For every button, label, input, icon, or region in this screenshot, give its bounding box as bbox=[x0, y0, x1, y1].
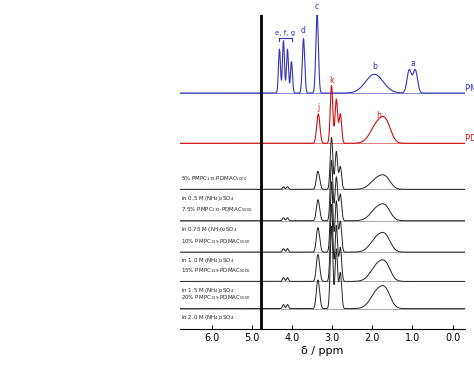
Text: 15% PMPC$_{139}$·PDMAC$_{5000}$: 15% PMPC$_{139}$·PDMAC$_{5000}$ bbox=[181, 266, 251, 275]
Text: 7.5% PMPC$_{139}$·PDMAC$_{5000}$: 7.5% PMPC$_{139}$·PDMAC$_{5000}$ bbox=[181, 205, 253, 215]
Text: 10% PMPC$_{139}$·PDMAC$_{5000}$: 10% PMPC$_{139}$·PDMAC$_{5000}$ bbox=[181, 237, 251, 246]
Text: in 0.5 M (NH$_4$)$_2$SO$_4$: in 0.5 M (NH$_4$)$_2$SO$_4$ bbox=[181, 193, 235, 203]
Text: in 1.5 M (NH$_4$)$_2$SO$_4$: in 1.5 M (NH$_4$)$_2$SO$_4$ bbox=[181, 285, 235, 295]
Text: 5% PMPC$_{139}$·PDMAC$_{5000}$: 5% PMPC$_{139}$·PDMAC$_{5000}$ bbox=[181, 174, 247, 183]
Text: in 1.0 M (NH$_4$)$_2$SO$_4$: in 1.0 M (NH$_4$)$_2$SO$_4$ bbox=[181, 256, 235, 265]
Text: a: a bbox=[410, 59, 415, 68]
Text: e, f, g: e, f, g bbox=[275, 30, 295, 35]
Text: PDMAC$_{500}$: PDMAC$_{500}$ bbox=[464, 133, 474, 145]
Text: c: c bbox=[315, 2, 319, 11]
Text: PMPC$_{139}$: PMPC$_{139}$ bbox=[464, 82, 474, 95]
Text: in 2.0 M (NH$_4$)$_2$SO$_4$: in 2.0 M (NH$_4$)$_2$SO$_4$ bbox=[181, 313, 235, 322]
Text: 20% PMPC$_{139}$·PDMAC$_{5000}$: 20% PMPC$_{139}$·PDMAC$_{5000}$ bbox=[181, 293, 251, 302]
Text: b: b bbox=[372, 62, 377, 71]
Text: h: h bbox=[376, 111, 381, 120]
Text: d: d bbox=[301, 26, 306, 35]
Text: k: k bbox=[329, 76, 334, 85]
Text: in 0.75 M (NH$_4$)$_2$SO$_4$: in 0.75 M (NH$_4$)$_2$SO$_4$ bbox=[181, 225, 237, 234]
X-axis label: δ / ppm: δ / ppm bbox=[301, 346, 344, 356]
Text: j: j bbox=[317, 103, 319, 112]
